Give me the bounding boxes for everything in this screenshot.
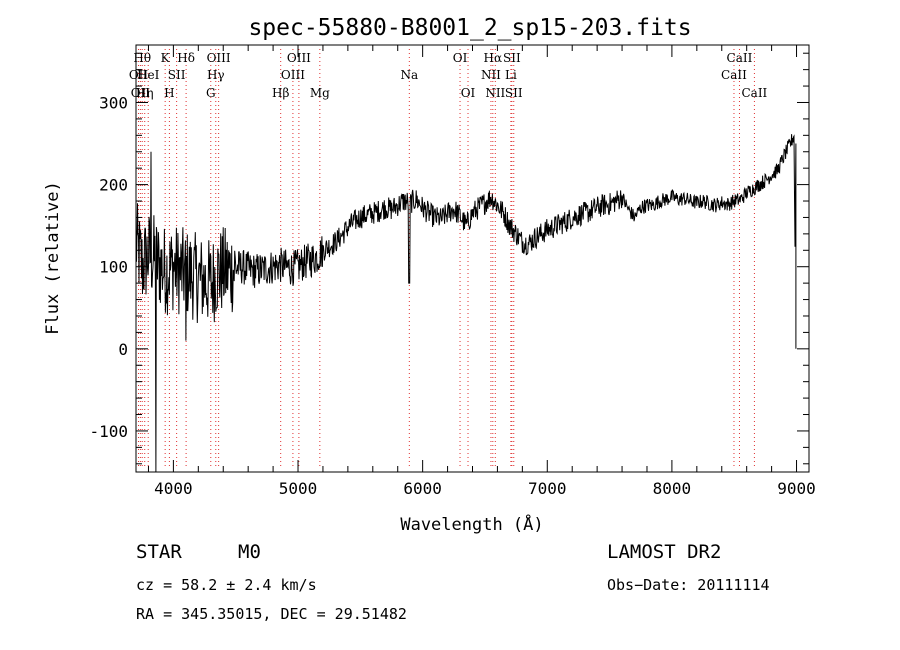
feature-label: Mg <box>310 86 330 100</box>
plot-frame <box>135 44 810 473</box>
spectrum-series <box>135 134 797 473</box>
feature-label: HeI <box>137 68 160 82</box>
x-tick-label: 4000 <box>154 479 193 498</box>
x-tick-label: 7000 <box>528 479 567 498</box>
feature-label: CaII <box>727 51 753 65</box>
spectrum-line <box>135 134 797 473</box>
feature-label: G <box>206 86 216 100</box>
feature-label: OIII <box>287 51 311 65</box>
survey-name: LAMOST DR2 <box>607 541 722 563</box>
feature-label: Hα <box>484 51 503 65</box>
x-tick-label: 5000 <box>279 479 318 498</box>
feature-label: H <box>164 86 174 100</box>
feature-label: Hη <box>136 86 154 100</box>
feature-label: SII <box>503 51 521 65</box>
feature-label: CaII <box>741 86 767 100</box>
y-tick-label: 0 <box>118 340 128 359</box>
y-axis-label: Flux (relative) <box>43 181 63 335</box>
feature-label: Hδ <box>177 51 195 65</box>
x-axis-ticks: 4000 5000 6000 7000 8000 9000 <box>147 45 816 498</box>
y-tick-label: 300 <box>99 93 128 112</box>
chart-title: spec-55880-B8001_2_sp15-203.fits <box>248 15 691 41</box>
x-tick-label: 6000 <box>403 479 442 498</box>
feature-label: OII <box>129 68 149 82</box>
observation-date: Obs−Date: 20111114 <box>607 576 770 594</box>
feature-label: SII <box>505 86 523 100</box>
y-tick-label: 200 <box>99 176 128 195</box>
x-axis-label: Wavelength (Å) <box>400 513 543 535</box>
spectral-class: STAR <box>136 541 182 563</box>
feature-label: OI <box>453 51 468 65</box>
spectral-subclass: M0 <box>238 541 261 563</box>
feature-label: Hθ <box>133 51 151 65</box>
feature-label: CaII <box>721 68 747 82</box>
y-tick-label: -100 <box>89 422 128 441</box>
x-tick-label: 8000 <box>653 479 692 498</box>
feature-label: OI <box>461 86 476 100</box>
feature-label: Hβ <box>272 86 289 100</box>
coordinates: RA = 345.35015, DEC = 29.51482 <box>136 605 407 623</box>
feature-label: NII <box>485 86 505 100</box>
feature-label: OIII <box>281 68 305 82</box>
feature-label: OIII <box>207 51 231 65</box>
feature-label: Hγ <box>207 68 225 82</box>
feature-label: Na <box>400 68 418 82</box>
x-tick-label: 9000 <box>777 479 816 498</box>
feature-label: K <box>161 51 171 65</box>
feature-label: Li <box>505 68 517 82</box>
y-axis-ticks: -100 0 100 200 300 <box>89 52 809 465</box>
feature-labels: OIIOIIHθHηHeIKHSIIHδGHγOIIIHβOIIIOIIIMgN… <box>129 51 768 100</box>
feature-label: SII <box>168 68 186 82</box>
y-tick-label: 100 <box>99 258 128 277</box>
feature-lines <box>137 49 755 468</box>
redshift-velocity: cz = 58.2 ± 2.4 km/s <box>136 576 317 594</box>
feature-label: NII <box>481 68 501 82</box>
